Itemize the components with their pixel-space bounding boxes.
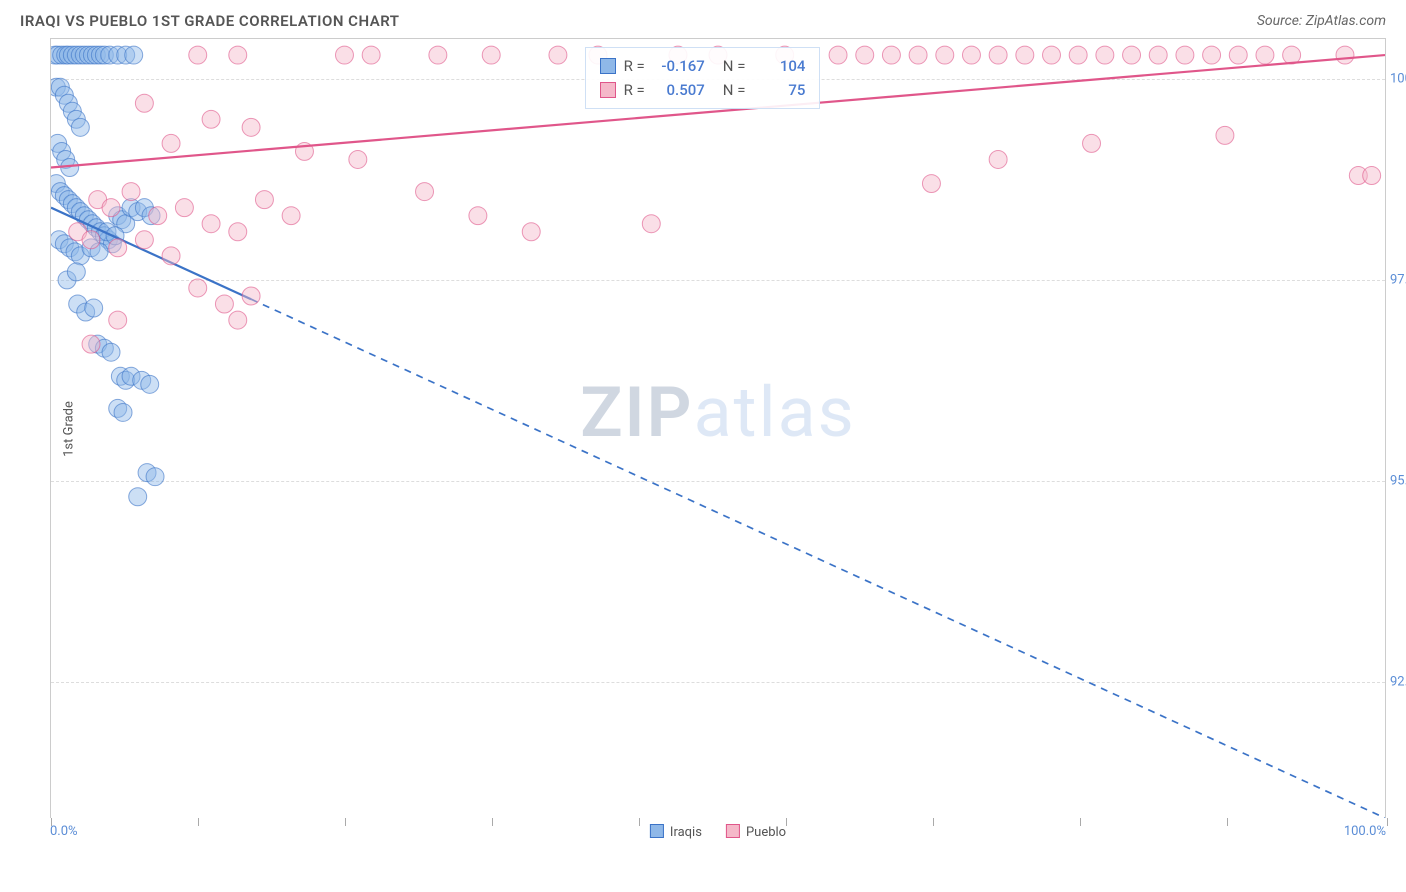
data-point [989, 150, 1007, 168]
x-tick [1387, 818, 1388, 826]
data-point [135, 231, 153, 249]
legend-swatch [726, 824, 740, 838]
legend-r-value: -0.167 [653, 54, 705, 78]
legend-r-label: R = [624, 78, 645, 102]
data-point [469, 207, 487, 225]
legend-r-label: R = [624, 54, 645, 78]
scatter-plot-svg [51, 39, 1385, 818]
legend-n-label: N = [723, 54, 746, 78]
data-point [135, 94, 153, 112]
data-point [1256, 46, 1274, 64]
data-point [1216, 126, 1234, 144]
data-point [125, 46, 143, 64]
data-point [1336, 46, 1354, 64]
y-tick-label: 100.0% [1390, 72, 1406, 87]
data-point [1069, 46, 1087, 64]
data-point [1149, 46, 1167, 64]
legend-swatch [600, 82, 616, 98]
data-point [189, 279, 207, 297]
x-axis-min-label: 0.0% [50, 824, 78, 839]
legend-swatch [650, 824, 664, 838]
y-tick-label: 97.5% [1390, 273, 1406, 288]
data-point [102, 199, 120, 217]
correlation-legend-box: R = -0.167 N = 104 R = 0.507 N = 75 [585, 47, 821, 109]
x-axis-labels: 0.0% Iraqis Pueblo 100.0% [50, 824, 1386, 844]
data-point [642, 215, 660, 233]
data-point [255, 191, 273, 209]
data-point [202, 215, 220, 233]
data-point [109, 239, 127, 257]
data-point [189, 46, 207, 64]
data-point [282, 207, 300, 225]
data-point [129, 488, 147, 506]
data-point [1203, 46, 1221, 64]
data-point [522, 223, 540, 241]
data-point [215, 295, 233, 313]
data-point [82, 231, 100, 249]
legend-row: R = 0.507 N = 75 [600, 78, 806, 102]
y-tick-label: 92.5% [1390, 675, 1406, 690]
data-point [1123, 46, 1141, 64]
data-point [85, 299, 103, 317]
data-point [162, 247, 180, 265]
legend-n-label: N = [723, 78, 746, 102]
data-point [242, 287, 260, 305]
data-point [82, 335, 100, 353]
data-point [416, 183, 434, 201]
legend-n-value: 104 [753, 54, 805, 78]
data-point [141, 375, 159, 393]
data-point [146, 468, 164, 486]
data-point [429, 46, 447, 64]
data-point [856, 46, 874, 64]
legend-r-value: 0.507 [653, 78, 705, 102]
data-point [1043, 46, 1061, 64]
y-tick-label: 95.0% [1390, 474, 1406, 489]
data-point [482, 46, 500, 64]
data-point [362, 46, 380, 64]
data-point [122, 183, 140, 201]
data-point [1096, 46, 1114, 64]
legend-swatch [600, 58, 616, 74]
data-point [962, 46, 980, 64]
data-point [1176, 46, 1194, 64]
data-point [882, 46, 900, 64]
legend-n-value: 75 [753, 78, 805, 102]
legend-row: R = -0.167 N = 104 [600, 54, 806, 78]
data-point [989, 46, 1007, 64]
data-point [149, 207, 167, 225]
legend-item: Pueblo [726, 824, 786, 840]
data-point [67, 263, 85, 281]
legend-bottom: Iraqis Pueblo [650, 824, 786, 840]
data-point [102, 343, 120, 361]
chart-title: IRAQI VS PUEBLO 1ST GRADE CORRELATION CH… [20, 12, 400, 30]
trend-line-dashed [251, 299, 1385, 818]
data-point [229, 223, 247, 241]
data-point [909, 46, 927, 64]
x-axis-max-label: 100.0% [1344, 824, 1386, 839]
data-point [922, 175, 940, 193]
data-point [162, 134, 180, 152]
data-point [242, 118, 260, 136]
source-attribution: Source: ZipAtlas.com [1257, 13, 1386, 29]
data-point [1363, 167, 1381, 185]
data-point [335, 46, 353, 64]
data-point [1083, 134, 1101, 152]
data-point [114, 403, 132, 421]
data-point [829, 46, 847, 64]
data-point [202, 110, 220, 128]
data-point [349, 150, 367, 168]
data-point [229, 46, 247, 64]
data-point [109, 311, 127, 329]
data-point [549, 46, 567, 64]
data-point [229, 311, 247, 329]
data-point [175, 199, 193, 217]
data-point [1016, 46, 1034, 64]
legend-item: Iraqis [650, 824, 702, 840]
data-point [1229, 46, 1247, 64]
chart-plot-area: 1st Grade 100.0%97.5%95.0%92.5% ZIPatlas… [50, 38, 1386, 818]
data-point [71, 118, 89, 136]
data-point [936, 46, 954, 64]
